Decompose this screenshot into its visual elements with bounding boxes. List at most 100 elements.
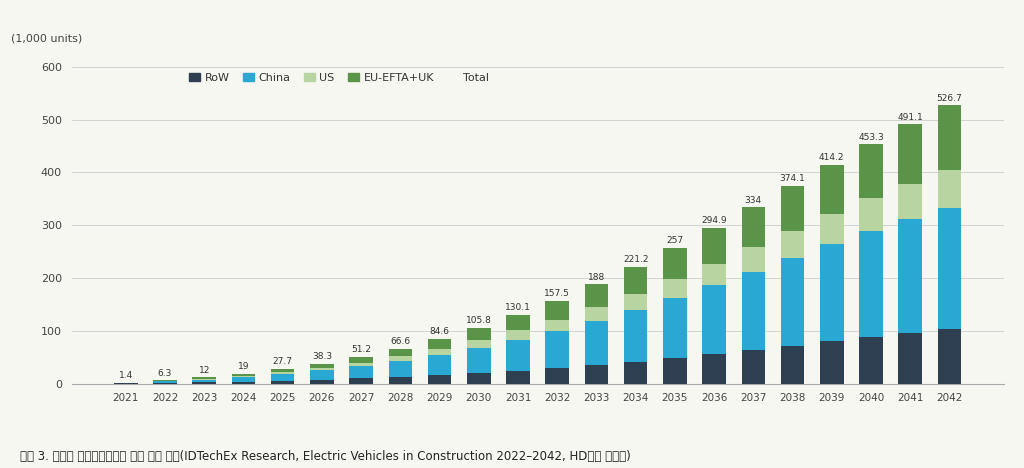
Bar — [349, 378, 373, 384]
Text: 51.2: 51.2 — [351, 345, 371, 354]
Bar — [624, 294, 647, 310]
Text: 12: 12 — [199, 366, 210, 375]
Bar — [741, 272, 765, 350]
Bar — [898, 124, 922, 184]
Bar — [741, 248, 765, 272]
Bar — [154, 380, 177, 381]
Bar — [467, 328, 490, 340]
Bar — [154, 383, 177, 384]
Text: 1.4: 1.4 — [119, 372, 133, 380]
Text: 188: 188 — [588, 273, 605, 282]
Bar — [231, 381, 255, 384]
Text: 19: 19 — [238, 362, 249, 371]
Bar — [310, 364, 334, 368]
Bar — [428, 375, 452, 384]
Bar — [271, 369, 295, 372]
Bar — [664, 279, 687, 298]
Bar — [467, 373, 490, 384]
Bar — [780, 258, 804, 346]
Bar — [349, 357, 373, 363]
Bar — [938, 170, 962, 208]
Bar — [585, 307, 608, 321]
Text: 294.9: 294.9 — [701, 216, 727, 225]
Text: 6.3: 6.3 — [158, 369, 172, 378]
Bar — [231, 377, 255, 381]
Bar — [428, 349, 452, 355]
Bar — [938, 105, 962, 170]
Bar — [193, 377, 216, 379]
Bar — [859, 337, 883, 384]
Bar — [938, 208, 962, 329]
Bar — [428, 355, 452, 375]
Bar — [271, 372, 295, 374]
Bar — [310, 370, 334, 380]
Bar — [664, 298, 687, 358]
Bar — [702, 228, 726, 264]
Bar — [585, 321, 608, 365]
Bar — [546, 300, 569, 320]
Bar — [428, 339, 452, 349]
Bar — [271, 374, 295, 380]
Text: 그림 3. 지역별 전기건설기계의 예상 판매 대수(IDTechEx Research, Electric Vehicles in Construction : 그림 3. 지역별 전기건설기계의 예상 판매 대수(IDTechEx Rese… — [20, 450, 631, 463]
Bar — [702, 264, 726, 285]
Text: 157.5: 157.5 — [545, 289, 570, 298]
Bar — [624, 267, 647, 294]
Bar — [780, 231, 804, 258]
Bar — [585, 365, 608, 384]
Bar — [467, 340, 490, 348]
Bar — [388, 356, 412, 361]
Text: 414.2: 414.2 — [819, 153, 845, 162]
Bar — [506, 315, 529, 330]
Bar — [624, 362, 647, 384]
Text: 84.6: 84.6 — [429, 328, 450, 336]
Text: (1,000 units): (1,000 units) — [11, 33, 82, 43]
Bar — [310, 380, 334, 384]
Bar — [506, 340, 529, 371]
Bar — [859, 231, 883, 337]
Text: 453.3: 453.3 — [858, 132, 884, 142]
Bar — [193, 380, 216, 382]
Bar — [193, 382, 216, 384]
Text: 334: 334 — [744, 196, 762, 205]
Text: 491.1: 491.1 — [897, 113, 923, 122]
Bar — [546, 331, 569, 368]
Bar — [820, 244, 844, 342]
Bar — [388, 377, 412, 384]
Bar — [349, 363, 373, 366]
Bar — [231, 376, 255, 377]
Bar — [664, 358, 687, 384]
Text: 27.7: 27.7 — [272, 358, 293, 366]
Bar — [388, 361, 412, 377]
Text: 105.8: 105.8 — [466, 316, 492, 325]
Bar — [585, 285, 608, 307]
Bar — [820, 342, 844, 384]
Bar — [702, 285, 726, 354]
Bar — [231, 374, 255, 376]
Text: 526.7: 526.7 — [937, 94, 963, 103]
Bar — [271, 380, 295, 384]
Bar — [741, 207, 765, 248]
Bar — [506, 371, 529, 384]
Bar — [546, 320, 569, 331]
Bar — [898, 184, 922, 219]
Bar — [859, 144, 883, 198]
Text: 221.2: 221.2 — [623, 255, 648, 264]
Bar — [664, 248, 687, 279]
Text: 374.1: 374.1 — [779, 175, 806, 183]
Bar — [820, 165, 844, 214]
Text: 130.1: 130.1 — [505, 303, 530, 312]
Bar — [624, 310, 647, 362]
Bar — [780, 346, 804, 384]
Bar — [193, 379, 216, 380]
Bar — [741, 350, 765, 384]
Bar — [898, 333, 922, 384]
Bar — [506, 330, 529, 340]
Legend: RoW, China, US, EU-EFTA+UK, Total: RoW, China, US, EU-EFTA+UK, Total — [189, 73, 488, 83]
Bar — [349, 366, 373, 378]
Bar — [898, 219, 922, 333]
Bar — [546, 368, 569, 384]
Text: 66.6: 66.6 — [390, 337, 411, 346]
Text: 38.3: 38.3 — [312, 352, 332, 361]
Bar — [467, 348, 490, 373]
Bar — [388, 349, 412, 356]
